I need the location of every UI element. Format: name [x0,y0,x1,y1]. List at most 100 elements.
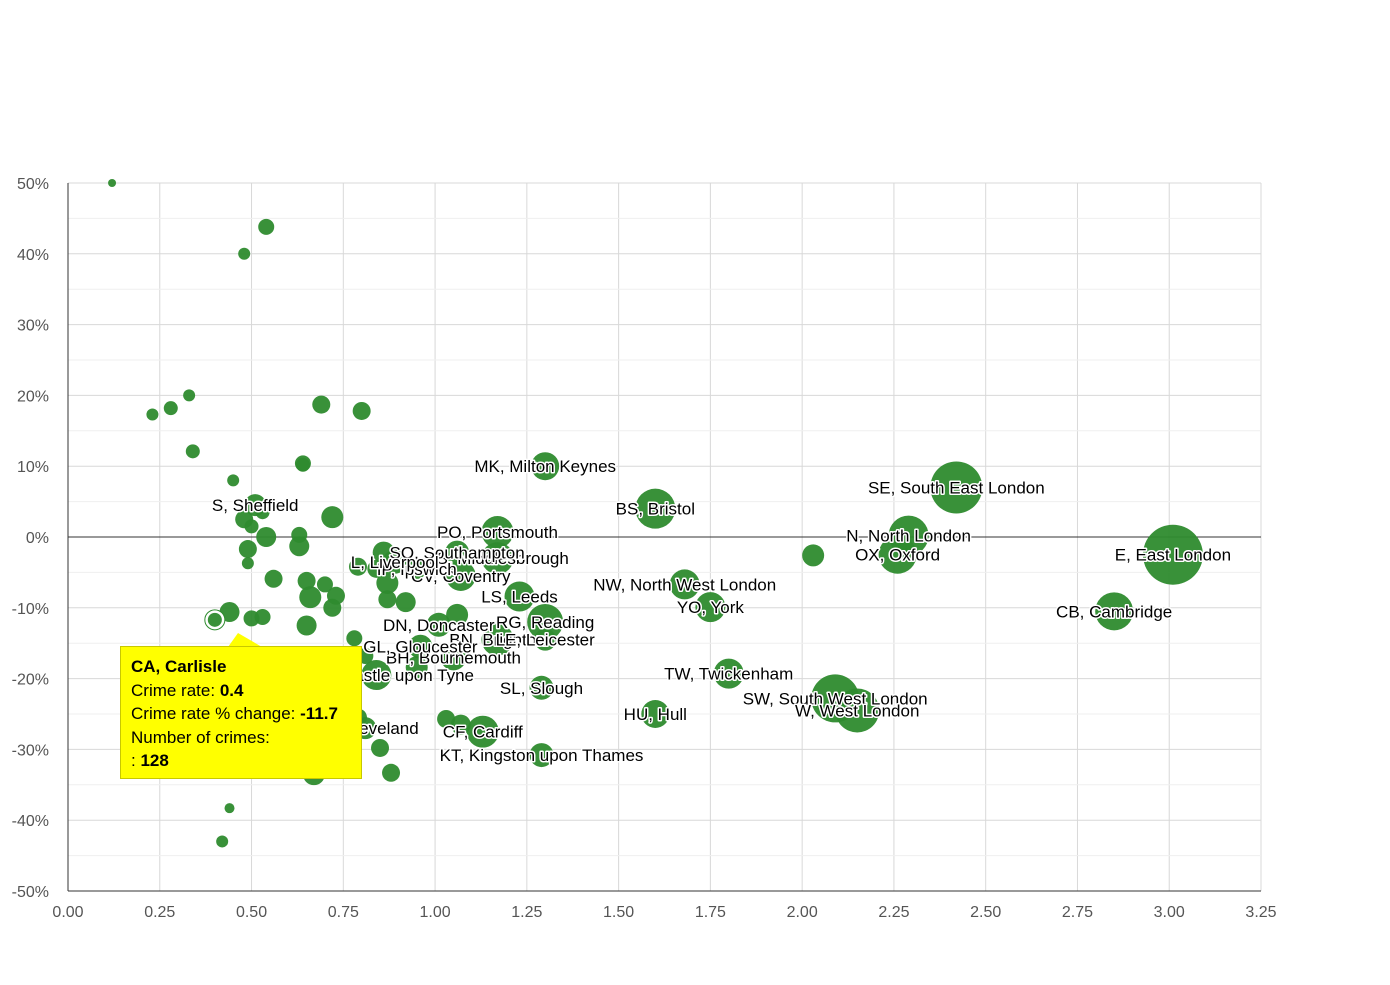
data-bubble [258,218,275,235]
y-tick-label: -10% [12,601,49,618]
tooltip-count-prefix: : [131,751,136,770]
data-label: NW, North West London [593,575,776,594]
data-bubble [321,506,344,529]
data-bubble [713,658,744,689]
data-bubble [289,536,310,557]
data-bubble [481,623,514,656]
data-label: CF, Cardiff [443,723,523,742]
data-bubble [529,675,554,700]
data-bubble [529,743,554,768]
data-bubble [146,408,159,421]
data-bubble [406,558,427,579]
data-bubble [445,540,470,565]
data-bubble [504,581,535,612]
data-label: YO, York [677,598,745,617]
data-bubble [376,572,399,595]
tooltip: CA, Carlisle Crime rate: 0.4 Crime rate … [120,646,362,779]
data-bubble [216,835,229,848]
data-bubble [323,598,342,617]
data-label: SE, South East London [868,478,1045,497]
data-bubble [299,586,322,609]
tooltip-rate-value: 0.4 [219,680,244,700]
x-tick-label: 3.25 [1245,904,1276,921]
data-bubble [244,519,259,534]
data-label: GL, Gloucester [363,638,478,657]
data-label: LE, Leicester [496,631,596,650]
data-bubble [878,535,917,574]
data-bubble [405,656,428,679]
x-tick-label: 2.50 [970,904,1001,921]
data-bubble [295,457,310,472]
data-bubble [291,526,308,543]
data-bubble [227,474,240,487]
tooltip-count-value: 128 [140,751,169,770]
data-bubble [445,560,476,591]
data-label: L, Liverpool [351,553,439,572]
data-bubble [534,628,557,651]
data-label: TW, Twickenham [664,665,793,684]
data-bubble [264,569,283,588]
data-bubble [446,603,469,626]
data-bubble [238,540,257,559]
data-bubble [527,603,564,640]
data-bubble [481,542,514,575]
x-tick-label: 2.75 [1062,904,1093,921]
data-bubble [835,688,880,733]
data-bubble [352,401,371,420]
data-bubble [297,571,316,590]
tooltip-change-label: Crime rate % change: [131,704,296,723]
data-bubble [255,505,270,520]
x-tick-label: 2.25 [878,904,909,921]
y-tick-label: 0% [26,530,49,547]
data-bubble [408,634,433,659]
data-bubble [254,609,271,626]
data-label: SL, Slough [500,679,583,698]
data-label: W, West London [795,701,919,720]
data-bubble [695,592,726,623]
data-bubble [1095,592,1134,631]
data-bubble [241,557,254,570]
data-bubble [426,612,451,637]
x-tick-label: 2.00 [787,904,818,921]
data-bubble [348,557,367,576]
x-tick-label: 1.75 [695,904,726,921]
y-tick-label: 10% [17,459,49,476]
data-bubble [346,630,363,647]
x-tick-label: 3.00 [1154,904,1185,921]
data-bubble [312,395,331,414]
data-bubble [466,715,499,748]
data-bubble [316,576,333,593]
data-bubble [378,590,397,609]
y-tick-label: -20% [12,672,49,689]
data-bubble [224,803,235,814]
tooltip-change-value: -11.7 [300,704,338,723]
data-label: TS, Middlesbrough [426,549,569,568]
data-bubble [256,527,277,547]
data-bubble [371,738,390,757]
data-label: BS, Bristol [616,500,695,519]
data-bubble [395,592,416,613]
data-bubble [450,714,471,735]
data-bubble [185,444,200,459]
x-tick-label: 0.25 [144,904,175,921]
data-label: BN, Brighton [449,631,545,650]
data-label: PO, Portsmouth [437,523,558,542]
data-label: S, Sheffield [212,496,299,515]
data-bubble [481,516,514,549]
data-label: CB, Cambridge [1056,602,1172,621]
data-bubble [361,660,392,691]
data-label: LS, Leeds [481,587,558,606]
x-tick-label: 0.00 [52,904,83,921]
highlighted-bubble [207,612,222,627]
data-label: OX, Oxford [855,546,940,565]
data-label: BH, Bournemouth [386,648,521,667]
data-label: N, North London [846,527,971,546]
y-tick-label: -40% [12,813,49,830]
data-label: RG, Reading [496,613,594,632]
data-bubble [183,389,196,402]
x-tick-label: 1.25 [511,904,542,921]
y-tick-label: 50% [17,176,49,193]
data-bubble [367,559,386,578]
data-bubble [163,401,178,416]
